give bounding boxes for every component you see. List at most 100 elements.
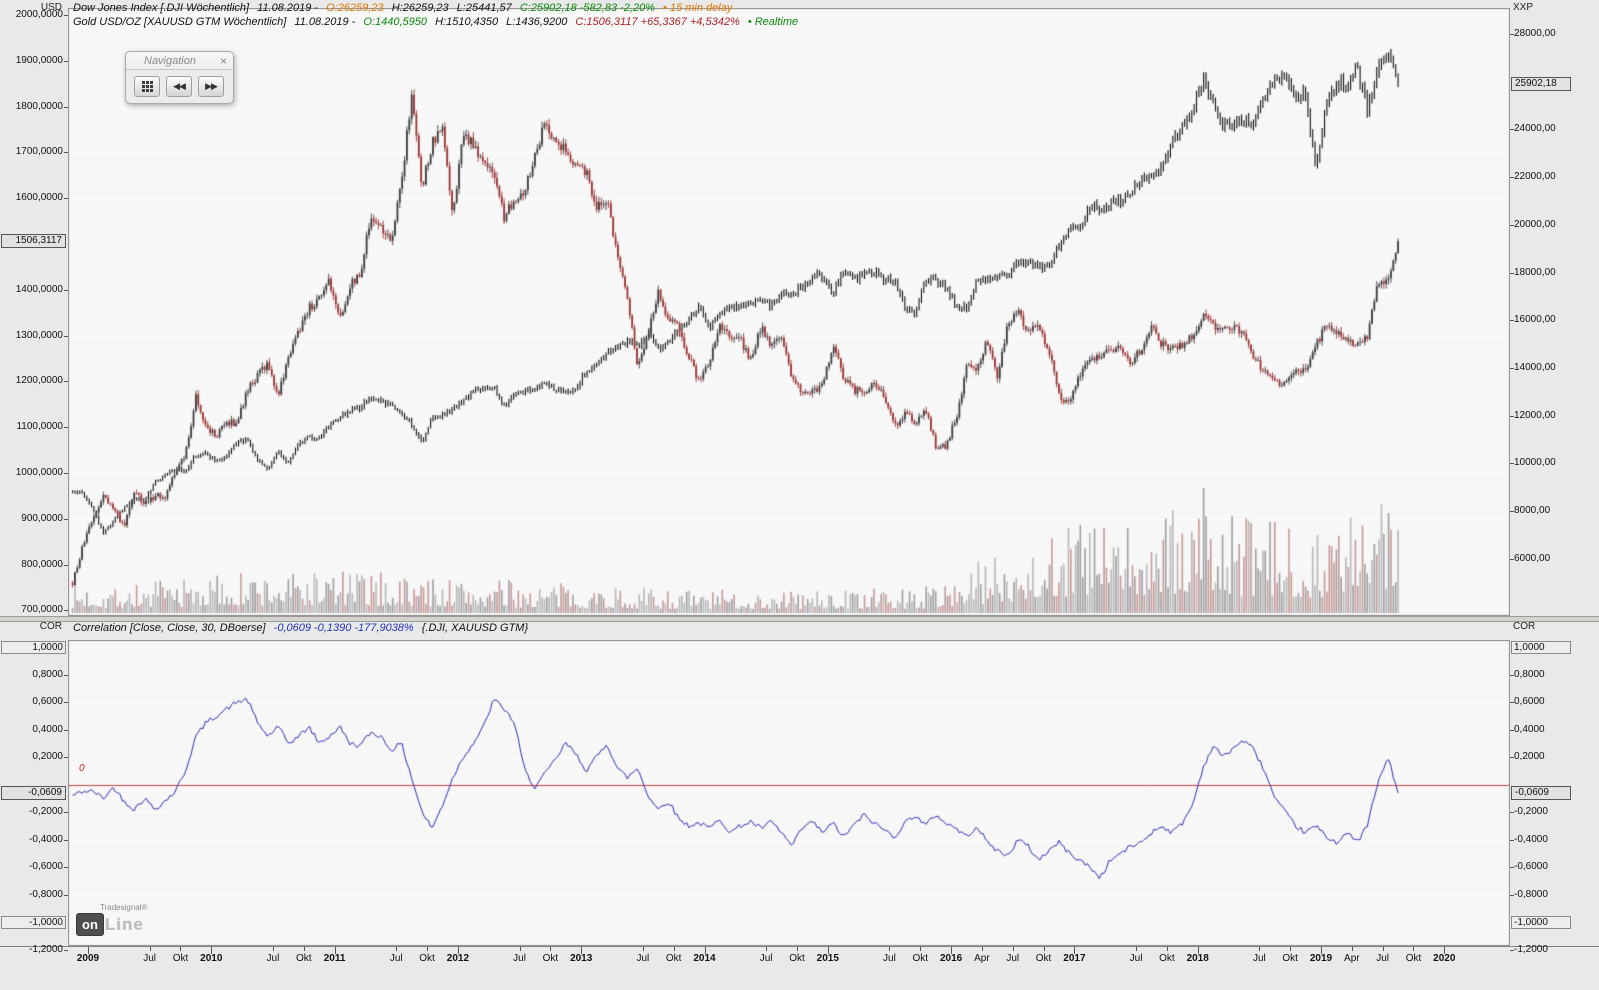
dji-high-value: H:26259,23 [391, 2, 449, 14]
dji-open-value: O:26259,23 [326, 2, 384, 14]
time-tick-mark [1136, 947, 1138, 951]
navigation-title: Navigation [144, 55, 196, 67]
time-tick-mark [303, 947, 305, 951]
price-left-axis-title: USD [40, 2, 62, 13]
price-left-axis[interactable] [0, 8, 68, 616]
correlation-right-axis-title: COR [1513, 621, 1536, 632]
dji-price-marker[interactable]: 25902,18 [1511, 77, 1571, 91]
time-tick-mark [519, 947, 521, 951]
dji-header-name: Dow Jones Index [.DJI Wöchentlich] [73, 2, 250, 14]
time-tick-label: Jul [1376, 953, 1390, 964]
time-tick-mark [396, 947, 398, 951]
time-tick-mark [1382, 947, 1384, 951]
dji-low-value: L:25441,57 [456, 2, 512, 14]
time-tick-mark [1290, 947, 1292, 951]
gold-price-marker[interactable]: 1506,3117 [1, 234, 66, 248]
time-tick-label: 2018 [1186, 953, 1209, 964]
navigation-back-button[interactable]: ◀◀ [166, 76, 192, 97]
time-tick-mark [581, 947, 583, 954]
time-tick-label: Okt [1035, 953, 1052, 964]
time-tick-label: 2016 [939, 953, 963, 964]
price-right-axis[interactable] [1510, 8, 1599, 616]
time-tick-mark [149, 947, 151, 951]
time-tick-label: Okt [665, 953, 682, 964]
gold-open-value: O:1440,5950 [363, 16, 428, 28]
time-tick-label: 2014 [693, 953, 716, 964]
gold-close-value: C:1506,3117 +65,3367 +4,5342% [575, 16, 740, 28]
time-tick-label: Okt [419, 953, 435, 964]
price-chart-area[interactable] [68, 8, 1510, 616]
time-tick-label: 2019 [1309, 953, 1333, 964]
time-tick-label: Okt [789, 953, 805, 964]
time-tick-label: Okt [1282, 953, 1298, 964]
time-tick-label: Jul [1252, 953, 1266, 964]
time-tick-label: Okt [912, 953, 929, 964]
time-tick-mark [920, 947, 922, 951]
time-tick-label: Okt [1405, 953, 1422, 964]
panel-splitter[interactable] [0, 616, 1599, 622]
correlation-chart-area[interactable] [68, 640, 1510, 946]
time-tick-mark [1259, 947, 1261, 951]
logo-brand-text: Tradesignal® [100, 903, 147, 912]
time-tick-label: 2017 [1063, 953, 1086, 964]
dji-feed-status: 15 min delay [669, 2, 733, 14]
close-icon[interactable]: × [219, 54, 227, 68]
time-tick-mark [334, 947, 336, 954]
time-tick-mark [427, 947, 429, 951]
time-tick-label: Jul [1129, 953, 1143, 964]
logo-on-badge: on [76, 913, 104, 936]
time-tick-label: Jul [143, 953, 157, 964]
correlation-instruments: {.DJI, XAUUSD GTM} [421, 622, 529, 634]
time-tick-mark [1413, 947, 1415, 951]
time-tick-mark [1197, 947, 1199, 954]
correlation-value-marker-right[interactable]: -0,0609 [1511, 786, 1571, 800]
time-tick-mark [827, 947, 829, 954]
time-tick-mark [272, 947, 274, 951]
time-tick-label: Okt [1159, 953, 1175, 964]
correlation-value-marker-left[interactable]: -0,0609 [1, 786, 66, 800]
correlation-values: -0,0609 -0,1390 -177,9038% [273, 622, 414, 634]
time-tick-mark [1166, 947, 1168, 951]
time-tick-mark [550, 947, 552, 951]
time-tick-label: Jul [883, 953, 896, 964]
time-tick-label: Jul [389, 953, 403, 964]
time-tick-label: 2015 [816, 953, 839, 964]
time-tick-mark [981, 947, 983, 951]
time-tick-label: 2012 [446, 953, 470, 964]
time-tick-mark [457, 947, 459, 954]
time-tick-label: Okt [172, 953, 189, 964]
time-tick-mark [1321, 947, 1322, 954]
navigation-body: ◀◀ ▶▶ [126, 69, 233, 103]
dji-header: Dow Jones Index [.DJI Wöchentlich] 11.08… [73, 2, 732, 14]
price-right-axis-title: XXP [1513, 2, 1534, 13]
time-tick-label: Jul [636, 953, 650, 964]
correlation-header: Correlation [Close, Close, 30, DBoerse] … [73, 622, 528, 634]
time-tick-mark [211, 947, 213, 954]
time-tick-mark [951, 947, 953, 954]
zero-line-label: 0 [79, 763, 85, 774]
gold-low-value: L:1436,9200 [506, 16, 568, 28]
navigation-title-bar[interactable]: Navigation × [126, 52, 233, 69]
time-tick-mark [673, 947, 675, 951]
time-axis[interactable]: 2009 Jul Okt 2010 Jul Okt 2011 Jul Okt 2012 Jul Okt… [0, 946, 1599, 990]
time-tick-label: Apr [1344, 953, 1360, 964]
navigation-forward-button[interactable]: ▶▶ [198, 76, 224, 97]
time-tick-mark [1012, 947, 1014, 951]
realtime-bullet-icon: • [747, 16, 752, 28]
navigation-grid-button[interactable] [134, 76, 160, 97]
time-tick-mark [1351, 947, 1353, 951]
logo-registered-mark: ® [141, 903, 148, 912]
time-tick-label: Okt [295, 953, 312, 964]
delay-bullet-icon: • [663, 2, 667, 14]
logo-brand-name: Tradesignal [100, 903, 142, 912]
time-tick-mark [796, 947, 798, 951]
dji-header-date: 11.08.2019 - [257, 2, 319, 14]
time-tick-mark [88, 947, 89, 954]
time-tick-mark [766, 947, 768, 951]
time-tick-mark [1043, 947, 1045, 951]
time-tick-label: Jul [513, 953, 526, 964]
time-tick-mark [1074, 947, 1076, 954]
grid-icon [141, 81, 153, 92]
logo-line-text: Line [104, 914, 144, 934]
